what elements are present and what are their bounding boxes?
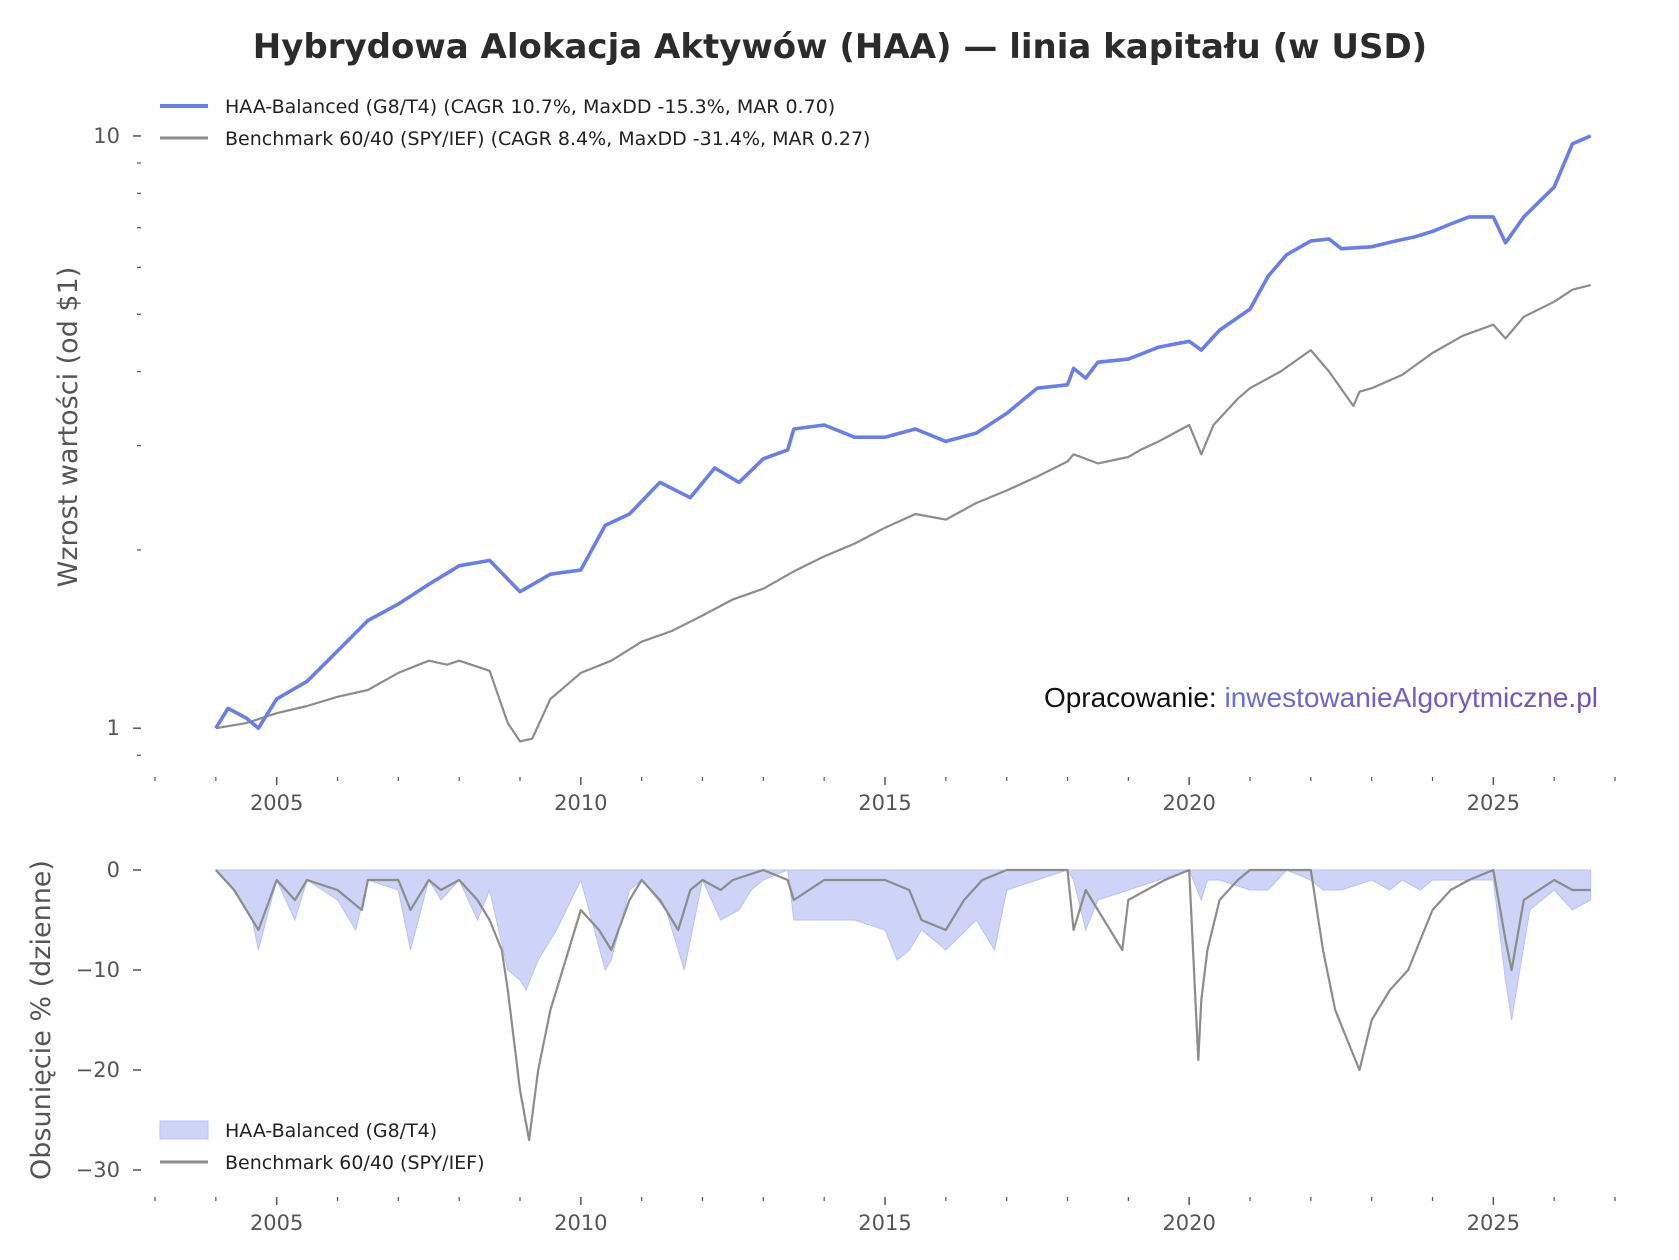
watermark-site: inwestowanieAlgorytmiczne.pl	[1224, 682, 1598, 713]
drawdown-y-tick-label: −20	[76, 1058, 120, 1082]
x-tick-label: 2010	[554, 1211, 607, 1235]
drawdown-y-tick-label: −10	[76, 958, 120, 982]
legend-label-haa-drawdown: HAA-Balanced (G8/T4)	[225, 1120, 437, 1142]
chart-title: Hybrydowa Alokacja Aktywów (HAA) — linia…	[253, 27, 1427, 67]
drawdown-panel: Obsunięcie % (dzienne) 0−10−20−30 2005 20…	[26, 858, 1616, 1235]
benchmark-drawdown-line	[214, 868, 1591, 1142]
x-tick-label: 2025	[1467, 1211, 1520, 1235]
drawdown-y-tick-label: 0	[107, 858, 120, 882]
x-tick-label: 2020	[1162, 1211, 1215, 1235]
legend-label-benchmark: Benchmark 60/40 (SPY/IEF) (CAGR 8.4%, Ma…	[225, 128, 870, 150]
equity-x-ticks: 2005 2010 2015 2020 2025	[154, 777, 1616, 815]
haa-equity-line	[214, 134, 1592, 730]
haa-drawdown-area	[214, 869, 1592, 1021]
x-tick-label: 2020	[1162, 791, 1215, 815]
drawdown-y-axis-label: Obsunięcie % (dzienne)	[26, 860, 57, 1180]
legend-swatch-haa-drawdown	[159, 1120, 209, 1140]
equity-y-tick-label: 1	[107, 716, 120, 740]
equity-lines	[214, 134, 1592, 743]
benchmark-equity-line	[215, 284, 1591, 743]
equity-y-ticks: 1 10	[93, 124, 141, 756]
drawdown-y-tick-label: −30	[76, 1158, 120, 1182]
watermark: Opracowanie: inwestowanieAlgorytmiczne.p…	[1044, 682, 1598, 713]
x-tick-label: 2005	[250, 791, 303, 815]
equity-legend: HAA-Balanced (G8/T4) (CAGR 10.7%, MaxDD …	[160, 96, 870, 150]
equity-panel: Wzrost wartości (od $1) 1 10 2005 2010 2015…	[53, 96, 1616, 815]
equity-y-axis-label: Wzrost wartości (od $1)	[53, 267, 84, 588]
drawdown-series	[214, 868, 1592, 1142]
drawdown-x-ticks: 2005 2010 2015 2020 2025	[154, 1197, 1616, 1235]
x-tick-label: 2015	[858, 1211, 911, 1235]
drawdown-y-ticks: 0 −10 −20 −30	[76, 858, 141, 1182]
x-tick-label: 2015	[858, 791, 911, 815]
x-tick-label: 2025	[1467, 791, 1520, 815]
x-tick-label: 2005	[250, 1211, 303, 1235]
equity-y-tick-label: 10	[93, 124, 120, 148]
legend-label-benchmark-drawdown: Benchmark 60/40 (SPY/IEF)	[225, 1152, 485, 1174]
watermark-prefix: Opracowanie:	[1044, 682, 1225, 713]
legend-label-haa: HAA-Balanced (G8/T4) (CAGR 10.7%, MaxDD …	[225, 96, 835, 118]
x-tick-label: 2010	[554, 791, 607, 815]
drawdown-legend: HAA-Balanced (G8/T4) Benchmark 60/40 (SP…	[159, 1120, 485, 1174]
